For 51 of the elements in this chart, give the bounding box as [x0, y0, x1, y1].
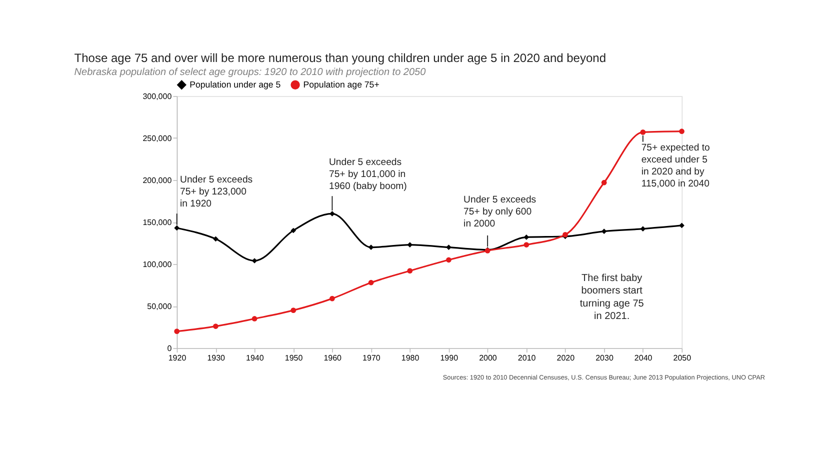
point — [213, 324, 218, 329]
annotation: Under 5 exceeds 75+ by only 600 in 2000 — [464, 194, 536, 230]
point — [330, 296, 335, 302]
point — [446, 244, 452, 250]
point — [640, 226, 646, 232]
legend-label: Population under age 5 — [190, 79, 281, 90]
x-tick-label: 2040 — [634, 354, 653, 363]
y-tick-label: 50,000 — [147, 302, 172, 311]
y-tick-label: 100,000 — [142, 260, 172, 269]
annotation: 75+ expected to exceed under 5 in 2020 and by 115,000 in 2040 — [641, 142, 710, 190]
x-tick-label: 2030 — [596, 354, 614, 363]
x-tick-label: 1990 — [440, 354, 459, 363]
point — [174, 225, 180, 231]
x-tick-label: 1970 — [362, 354, 381, 363]
x-tick-label: 1980 — [401, 354, 420, 363]
point — [524, 242, 530, 248]
annotation: Under 5 exceeds 75+ by 101,000 in 1960 (baby boom) — [329, 156, 407, 192]
y-tick-label: 0 — [167, 344, 172, 353]
x-tick-label: 2050 — [673, 354, 692, 363]
point — [524, 234, 530, 240]
x-tick-label: 1920 — [168, 354, 187, 363]
chart-title: Those age 75 and over will be more numerous than young children under age 5 in 2020 and beyond — [74, 51, 606, 66]
point — [252, 316, 258, 322]
point — [213, 236, 218, 242]
y-tick-label: 250,000 — [142, 134, 172, 143]
point — [640, 130, 646, 135]
x-tick-label: 2010 — [518, 354, 536, 363]
point — [446, 257, 452, 263]
y-tick-label: 150,000 — [142, 218, 172, 227]
point — [368, 280, 374, 286]
point — [290, 228, 296, 234]
point — [601, 180, 607, 186]
x-tick-label: 2020 — [556, 354, 576, 363]
x-tick-label: 1930 — [207, 354, 226, 363]
point — [330, 211, 335, 216]
x-tick-label: 1950 — [284, 354, 304, 363]
point — [174, 328, 180, 334]
annotation: The first baby boomers start turning age 75 in 2021. — [580, 272, 644, 322]
x-tick-label: 1960 — [324, 354, 342, 363]
annotation: Under 5 exceeds 75+ by 123,000 in 1920 — [180, 174, 253, 210]
point — [407, 268, 413, 274]
x-tick-label: 2000 — [479, 354, 498, 363]
y-tick-label: 200,000 — [142, 176, 172, 185]
y-tick-label: 300,000 — [142, 92, 172, 101]
chart-subtitle: Nebraska population of select age groups: 1920 to 2010 with projection to 2050 — [74, 66, 426, 78]
x-tick-label: 1940 — [246, 354, 264, 363]
point — [290, 308, 296, 313]
point — [601, 228, 607, 234]
point — [407, 242, 413, 248]
point — [679, 128, 684, 134]
legend-label: Population age 75+ — [303, 79, 380, 90]
